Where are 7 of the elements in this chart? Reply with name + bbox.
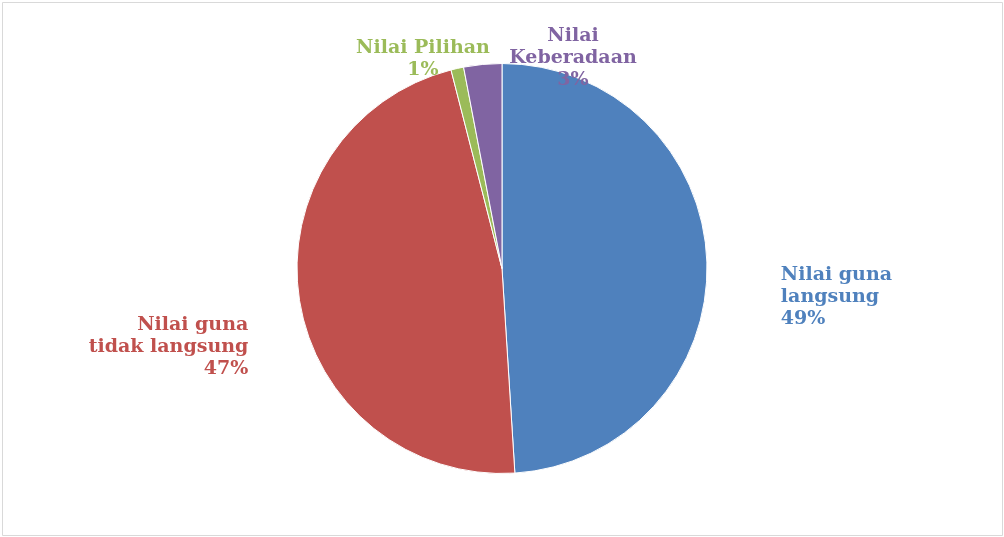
slice-label: Nilai guna langsung xyxy=(780,261,893,306)
slice-label: Nilai Keberadaan xyxy=(509,23,637,67)
data-label: 1% xyxy=(407,57,439,79)
data-label: 49% xyxy=(780,305,826,328)
slice-label: Nilai Pilihan xyxy=(356,35,491,57)
data-label: 47% xyxy=(203,355,249,378)
slice-label: Nilai guna tidak langsung xyxy=(88,311,249,356)
